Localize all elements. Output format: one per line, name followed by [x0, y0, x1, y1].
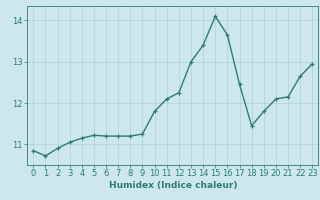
X-axis label: Humidex (Indice chaleur): Humidex (Indice chaleur) — [108, 181, 237, 190]
